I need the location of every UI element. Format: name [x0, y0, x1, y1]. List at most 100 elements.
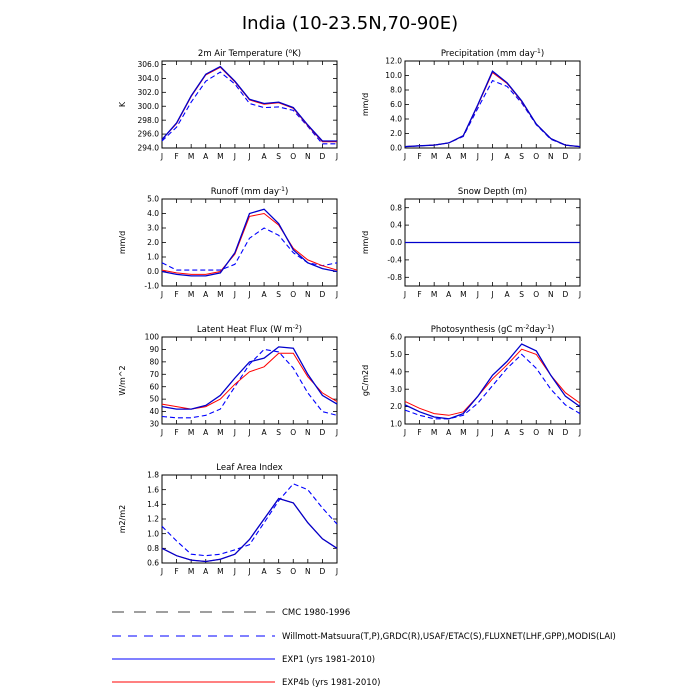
- x-tick-label: J: [476, 152, 479, 161]
- x-tick-label: J: [233, 290, 236, 299]
- legend-label: Willmott-Matsuura(T,P),GRDC(R),USAF/ETAC…: [282, 632, 616, 642]
- x-tick-label: J: [247, 290, 250, 299]
- y-tick-label: 5.0: [390, 350, 402, 359]
- x-tick-label: M: [217, 428, 223, 437]
- x-tick-label: J: [247, 428, 250, 437]
- panel-title-text: ): [299, 325, 302, 335]
- panel-title-superscript: -1: [279, 186, 285, 193]
- y-tick-label: 298.0: [138, 116, 160, 125]
- panel-title-text: ): [541, 49, 544, 59]
- x-tick-label: D: [563, 290, 569, 299]
- legend-label: CMC 1980-1996: [282, 608, 350, 618]
- x-tick-label: S: [519, 428, 524, 437]
- x-tick-label: S: [276, 567, 281, 576]
- panel-title-text: ): [551, 325, 554, 335]
- panel-title-text: Snow Depth (m): [458, 187, 527, 197]
- x-tick-label: J: [578, 152, 581, 161]
- x-tick-label: F: [417, 290, 421, 299]
- y-axis-label: mm/d: [118, 231, 127, 254]
- y-axis-label: W/m^2: [118, 365, 127, 395]
- series-line-exp1: [161, 208, 338, 277]
- x-tick-label: J: [160, 567, 163, 576]
- y-axis-label: mm/d: [361, 93, 370, 116]
- x-tick-label: F: [174, 567, 178, 576]
- x-tick-label: J: [578, 428, 581, 437]
- y-axis-label: K: [118, 101, 127, 107]
- y-tick-label: 90: [149, 345, 159, 354]
- x-tick-label: J: [247, 567, 250, 576]
- y-tick-label: 306.0: [138, 60, 160, 69]
- series-line-exp1: [161, 346, 338, 410]
- y-tick-label: 4.0: [390, 367, 402, 376]
- x-tick-label: M: [188, 567, 194, 576]
- y-tick-label: 30: [149, 420, 159, 429]
- y-tick-label: 0.8: [147, 544, 159, 553]
- axes-frame: [404, 60, 581, 149]
- series-line-exp1: [161, 497, 338, 563]
- panel-title-text: Runoff (mm day: [211, 187, 279, 197]
- series-line-obs: [161, 71, 337, 145]
- y-tick-label: 1.2: [147, 515, 159, 524]
- series-line-exp4b: [404, 348, 581, 416]
- x-tick-label: M: [431, 152, 437, 161]
- panel-title-superscript: -1: [535, 48, 541, 55]
- x-tick-label: O: [290, 290, 296, 299]
- panel-title-text: K): [292, 49, 301, 59]
- x-tick-label: D: [320, 428, 326, 437]
- y-tick-label: 6.0: [390, 333, 402, 342]
- x-tick-label: A: [446, 152, 452, 161]
- panel-title: 2m Air Temperature (oK): [198, 48, 301, 60]
- x-tick-label: N: [305, 567, 311, 576]
- y-tick-label: 4.0: [390, 115, 402, 124]
- x-tick-label: S: [519, 152, 524, 161]
- y-tick-label: 1.0: [390, 420, 402, 429]
- x-tick-label: A: [203, 290, 209, 299]
- y-tick-label: 0.0: [390, 238, 402, 247]
- panel-title: Photosynthesis (gC m-2day-1): [431, 324, 555, 336]
- x-tick-label: F: [174, 152, 178, 161]
- x-tick-label: M: [217, 567, 223, 576]
- x-tick-label: J: [335, 290, 338, 299]
- x-tick-label: M: [431, 290, 437, 299]
- x-tick-label: S: [276, 152, 281, 161]
- x-tick-label: F: [417, 152, 421, 161]
- panel-title-superscript: o: [289, 48, 293, 55]
- series-line-obs: [161, 483, 338, 557]
- x-tick-label: M: [431, 428, 437, 437]
- legend-label: EXP4b (yrs 1981-2010): [282, 678, 380, 688]
- x-tick-label: J: [233, 428, 236, 437]
- x-tick-label: D: [563, 428, 569, 437]
- y-tick-label: -0.4: [387, 256, 402, 265]
- series-line-exp1: [404, 70, 581, 148]
- y-tick-label: 2.0: [390, 129, 402, 138]
- series-line-exp1: [404, 343, 581, 420]
- x-tick-label: J: [403, 290, 406, 299]
- y-tick-label: 0.0: [390, 144, 402, 153]
- x-tick-label: O: [533, 152, 539, 161]
- x-tick-label: J: [247, 152, 250, 161]
- x-tick-label: M: [460, 428, 466, 437]
- x-tick-label: M: [188, 428, 194, 437]
- y-tick-label: 8.0: [390, 86, 402, 95]
- x-tick-label: M: [460, 152, 466, 161]
- y-axis-label: mm/d: [361, 231, 370, 254]
- y-axis-label: gC/m2d: [361, 365, 370, 396]
- x-tick-label: J: [476, 290, 479, 299]
- series-line-obs: [404, 353, 581, 420]
- x-tick-label: J: [476, 428, 479, 437]
- x-tick-label: O: [290, 152, 296, 161]
- panel-title-text: ): [285, 187, 288, 197]
- x-tick-label: J: [403, 428, 406, 437]
- panel-title-superscript: -2: [523, 324, 529, 331]
- chart-panel: Precipitation (mm day-1) 0.0 2.0 4.0 6.0 8.0 1…: [361, 48, 581, 162]
- y-tick-label: -0.8: [387, 273, 402, 282]
- y-tick-label: 100: [145, 333, 160, 342]
- panel-title: Snow Depth (m): [458, 187, 527, 197]
- x-tick-label: D: [320, 567, 326, 576]
- x-tick-label: O: [290, 567, 296, 576]
- y-tick-label: 12.0: [385, 57, 402, 66]
- x-tick-label: O: [290, 428, 296, 437]
- y-tick-label: 304.0: [138, 74, 160, 83]
- x-tick-label: F: [417, 428, 421, 437]
- chart-panel: 2m Air Temperature (oK) 294.0 296.0 298.0 30…: [118, 48, 338, 162]
